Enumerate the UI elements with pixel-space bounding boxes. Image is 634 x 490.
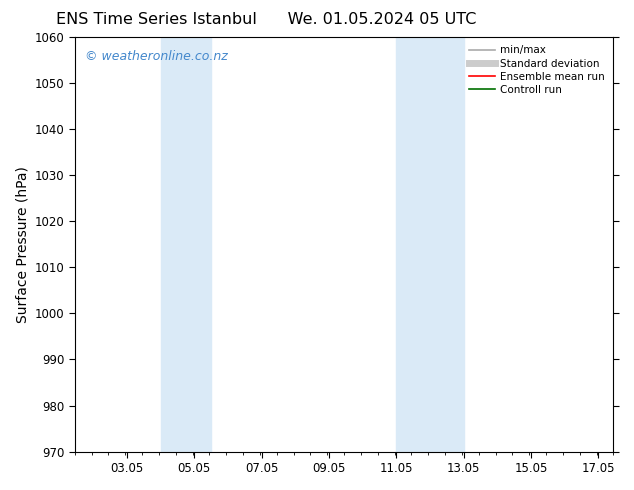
Bar	[160, 37, 211, 452]
Text: ENS Time Series Istanbul      We. 01.05.2024 05 UTC: ENS Time Series Istanbul We. 01.05.2024 …	[56, 12, 477, 27]
Y-axis label: Surface Pressure (hPa): Surface Pressure (hPa)	[15, 166, 29, 323]
Bar	[396, 37, 463, 452]
Legend: min/max, Standard deviation, Ensemble mean run, Controll run: min/max, Standard deviation, Ensemble me…	[466, 42, 608, 98]
Text: © weatheronline.co.nz: © weatheronline.co.nz	[86, 49, 228, 63]
